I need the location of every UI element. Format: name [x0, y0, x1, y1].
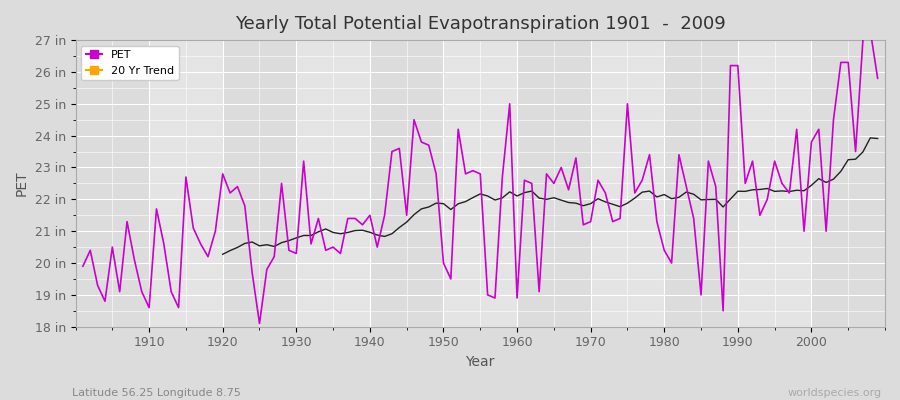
X-axis label: Year: Year — [465, 355, 495, 369]
Y-axis label: PET: PET — [15, 171, 29, 196]
Title: Yearly Total Potential Evapotranspiration 1901  -  2009: Yearly Total Potential Evapotranspiratio… — [235, 15, 725, 33]
Bar — [518, 40, 590, 327]
Legend: PET, 20 Yr Trend: PET, 20 Yr Trend — [81, 46, 179, 80]
Text: Latitude 56.25 Longitude 8.75: Latitude 56.25 Longitude 8.75 — [72, 388, 241, 398]
Bar — [590, 40, 664, 327]
Bar — [664, 40, 738, 327]
Bar — [296, 40, 370, 327]
Bar — [812, 40, 885, 327]
Bar — [444, 40, 518, 327]
Bar — [738, 40, 812, 327]
Bar — [222, 40, 296, 327]
Bar — [149, 40, 222, 327]
Text: worldspecies.org: worldspecies.org — [788, 388, 882, 398]
Bar — [370, 40, 444, 327]
Bar — [76, 40, 149, 327]
